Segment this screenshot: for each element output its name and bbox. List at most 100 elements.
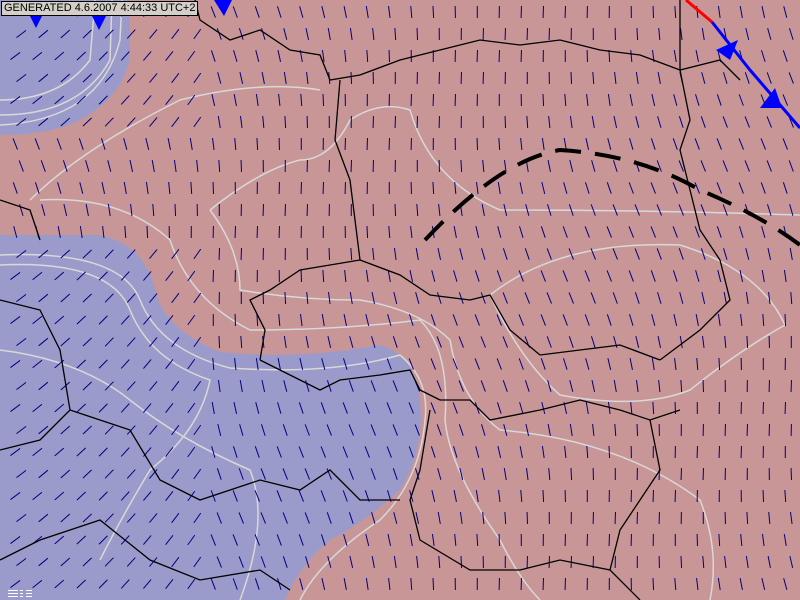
wind-arrow-icon bbox=[171, 292, 180, 304]
cold-front-triangle-icon bbox=[760, 88, 782, 108]
wind-arrow-icon bbox=[165, 314, 174, 326]
wind-arrow-icon bbox=[196, 159, 199, 173]
wind-arrow-icon bbox=[187, 50, 196, 62]
wind-arrow-icon bbox=[171, 468, 180, 480]
wind-arrow-icon bbox=[392, 380, 398, 392]
wind-arrow-icon bbox=[187, 270, 196, 282]
wind-arrow-icon bbox=[460, 159, 463, 173]
wind-arrow-icon bbox=[123, 182, 127, 194]
wind-arrow-icon bbox=[120, 95, 130, 105]
wind-arrow-icon bbox=[452, 402, 458, 414]
wind-arrow-icon bbox=[299, 578, 304, 590]
wind-arrow-icon bbox=[414, 424, 420, 436]
wind-arrow-icon bbox=[739, 6, 743, 18]
wind-arrow-icon bbox=[82, 469, 92, 479]
wind-arrow-icon bbox=[674, 577, 677, 591]
wind-arrow-icon bbox=[680, 555, 683, 569]
wind-arrow-icon bbox=[304, 468, 310, 480]
wind-arrow-icon bbox=[475, 489, 479, 503]
wind-arrow-icon bbox=[498, 137, 501, 151]
wind-arrow-icon bbox=[149, 117, 158, 127]
wind-arrow-icon bbox=[629, 94, 633, 106]
wind-arrow-icon bbox=[130, 203, 133, 217]
wind-arrow-icon bbox=[165, 50, 174, 62]
wind-arrow-icon bbox=[371, 556, 375, 568]
wind-arrow-icon bbox=[233, 94, 237, 106]
wind-arrow-icon bbox=[788, 72, 794, 84]
wind-arrow-icon bbox=[165, 94, 174, 106]
wind-arrow-icon bbox=[260, 424, 266, 436]
wind-arrow-icon bbox=[165, 446, 174, 458]
wind-arrow-icon bbox=[586, 445, 589, 459]
wind-arrow-icon bbox=[10, 580, 21, 588]
wind-arrow-icon bbox=[101, 182, 106, 194]
wind-arrow-icon bbox=[165, 358, 174, 370]
wind-arrow-icon bbox=[261, 380, 266, 392]
wind-arrow-icon bbox=[608, 445, 611, 459]
wind-arrow-icon bbox=[320, 446, 326, 458]
wind-arrow-icon bbox=[171, 556, 180, 568]
wind-arrow-icon bbox=[104, 73, 114, 83]
wind-arrow-icon bbox=[16, 29, 27, 39]
wind-arrow-icon bbox=[284, 115, 287, 129]
wind-arrow-icon bbox=[34, 182, 40, 194]
wind-arrow-icon bbox=[628, 226, 634, 238]
wind-arrow-icon bbox=[416, 203, 419, 217]
wind-arrow-icon bbox=[547, 204, 552, 216]
wind-arrow-icon bbox=[768, 511, 771, 525]
wind-arrow-icon bbox=[612, 204, 618, 216]
wind-arrow-icon bbox=[218, 335, 221, 349]
wind-arrow-icon bbox=[282, 512, 288, 524]
wind-arrow-icon bbox=[371, 512, 376, 524]
wind-arrow-icon bbox=[673, 314, 678, 326]
wind-arrow-icon bbox=[789, 556, 794, 568]
wind-arrow-icon bbox=[585, 138, 590, 150]
wind-arrow-icon bbox=[171, 116, 180, 128]
wind-arrow-icon bbox=[458, 292, 464, 304]
wind-arrow-icon bbox=[569, 115, 573, 129]
wind-arrow-icon bbox=[76, 447, 86, 457]
wind-arrow-icon bbox=[767, 248, 772, 260]
wind-arrow-icon bbox=[365, 314, 370, 326]
wind-arrow-icon bbox=[143, 403, 152, 413]
wind-arrow-icon bbox=[658, 27, 661, 41]
wind-arrow-icon bbox=[10, 536, 21, 544]
wind-arrow-icon bbox=[790, 511, 793, 525]
wind-arrow-icon bbox=[254, 446, 260, 458]
wind-arrow-icon bbox=[78, 138, 84, 150]
wind-arrow-icon bbox=[656, 248, 662, 260]
wind-arrow-icon bbox=[210, 50, 216, 62]
wind-arrow-icon bbox=[98, 579, 108, 589]
wind-arrow-icon bbox=[651, 357, 655, 371]
wind-arrow-icon bbox=[76, 315, 86, 325]
wind-arrow-icon bbox=[193, 424, 202, 436]
wind-arrow-icon bbox=[126, 469, 136, 479]
wind-arrow-icon bbox=[126, 117, 136, 127]
warm-front-segment bbox=[685, 0, 713, 24]
wind-arrow-icon bbox=[476, 533, 479, 547]
wind-arrow-icon bbox=[342, 446, 348, 458]
wind-arrow-icon bbox=[740, 313, 743, 327]
wind-arrow-icon bbox=[187, 446, 196, 458]
wind-arrow-icon bbox=[56, 138, 62, 150]
wind-arrow-icon bbox=[746, 335, 749, 349]
wind-arrow-icon bbox=[761, 270, 765, 282]
wind-arrow-icon bbox=[717, 5, 721, 19]
wind-arrow-icon bbox=[541, 402, 546, 414]
wind-arrow-icon bbox=[657, 72, 661, 84]
wind-arrow-icon bbox=[174, 203, 177, 217]
wind-arrow-icon bbox=[568, 248, 574, 260]
wind-arrow-icon bbox=[102, 225, 105, 239]
wind-arrow-icon bbox=[146, 225, 149, 239]
wind-arrow-icon bbox=[584, 226, 590, 238]
wind-arrow-icon bbox=[481, 204, 485, 216]
wind-arrow-icon bbox=[547, 380, 552, 392]
trough-line bbox=[423, 147, 800, 247]
wind-arrow-icon bbox=[343, 358, 348, 370]
wind-arrow-icon bbox=[761, 578, 766, 590]
wind-arrow-icon bbox=[672, 226, 678, 238]
wind-arrow-icon bbox=[504, 159, 507, 173]
wind-arrow-icon bbox=[546, 336, 552, 348]
wind-arrow-icon bbox=[342, 490, 348, 502]
wind-arrow-icon bbox=[502, 292, 508, 304]
